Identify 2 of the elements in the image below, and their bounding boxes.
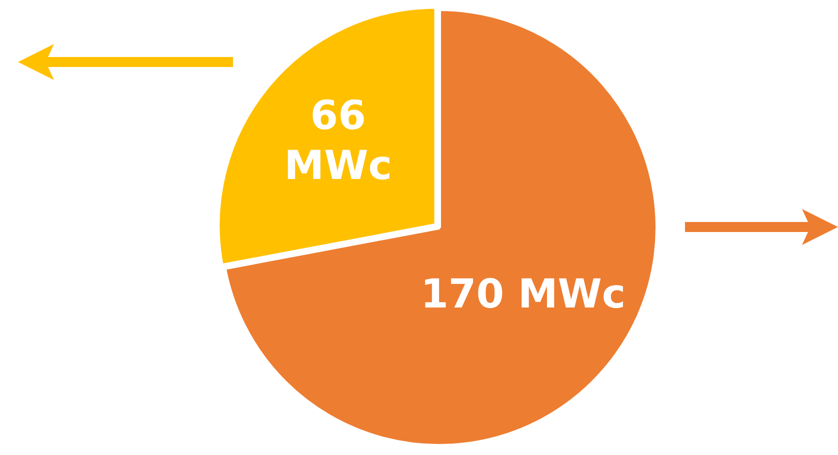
data-label: 170 MWc (420, 272, 626, 318)
data-label: 66 MWc (284, 93, 392, 190)
